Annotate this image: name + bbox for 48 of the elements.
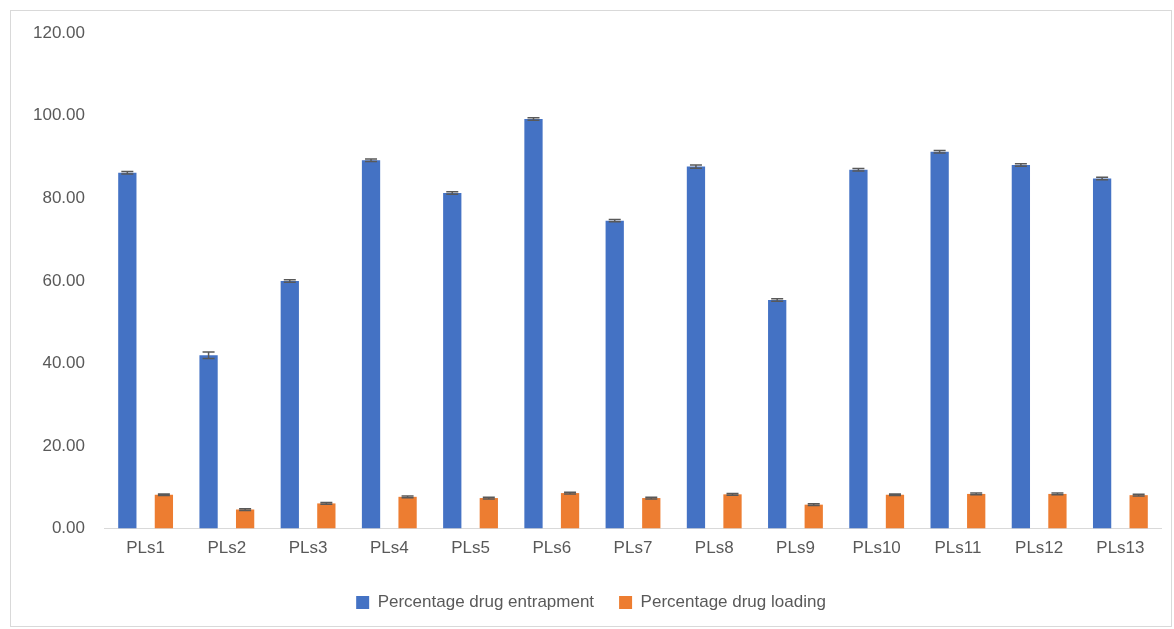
x-tick-label: PLs6 (532, 538, 572, 558)
bar (560, 493, 580, 529)
x-tick-label: PLs12 (1015, 538, 1064, 558)
bar (768, 299, 787, 529)
x-tick-label: PLs4 (369, 538, 409, 558)
y-tick-label: 100.00 (33, 105, 85, 125)
bar (967, 493, 986, 529)
bar (199, 355, 218, 529)
y-tick-label: 60.00 (42, 270, 85, 290)
x-tick-label: PLs9 (776, 538, 815, 558)
bar (605, 220, 624, 529)
x-tick-label: PLs13 (1096, 538, 1145, 558)
x-tick-label: PLs7 (613, 538, 653, 558)
x-tick-label: PLs5 (451, 538, 490, 558)
x-tick-label: PLs11 (934, 538, 982, 558)
bar (118, 172, 137, 529)
x-tick-label: PLs8 (694, 538, 734, 558)
bar (686, 166, 706, 529)
y-tick-label: 80.00 (42, 188, 85, 208)
y-tick-label: 40.00 (42, 353, 85, 373)
bar (642, 498, 661, 529)
bar (1092, 178, 1112, 529)
bar (723, 494, 742, 529)
x-tick-label: PLs1 (126, 538, 165, 558)
bar (317, 503, 336, 529)
bar (930, 151, 949, 529)
bar (235, 509, 255, 529)
bar (398, 496, 417, 529)
legend-label: Percentage drug entrapment (377, 592, 595, 612)
bar (1048, 493, 1067, 529)
x-tick-label: PLs3 (288, 538, 328, 558)
bar (361, 160, 381, 529)
bar (443, 192, 462, 529)
bar (280, 280, 299, 529)
bar (524, 119, 543, 529)
bar (849, 169, 868, 529)
bar (1011, 164, 1031, 529)
bar (479, 498, 498, 529)
legend-label: Percentage drug loading (640, 592, 826, 612)
y-tick-label: 120.00 (33, 22, 85, 42)
bar (804, 504, 823, 529)
x-tick-label: PLs10 (852, 538, 901, 558)
bar (154, 494, 174, 529)
y-tick-label: 0.00 (51, 518, 85, 538)
x-tick-label: PLs2 (207, 538, 247, 558)
bar (885, 494, 905, 529)
y-tick-label: 20.00 (42, 435, 85, 455)
bar (1129, 495, 1148, 529)
